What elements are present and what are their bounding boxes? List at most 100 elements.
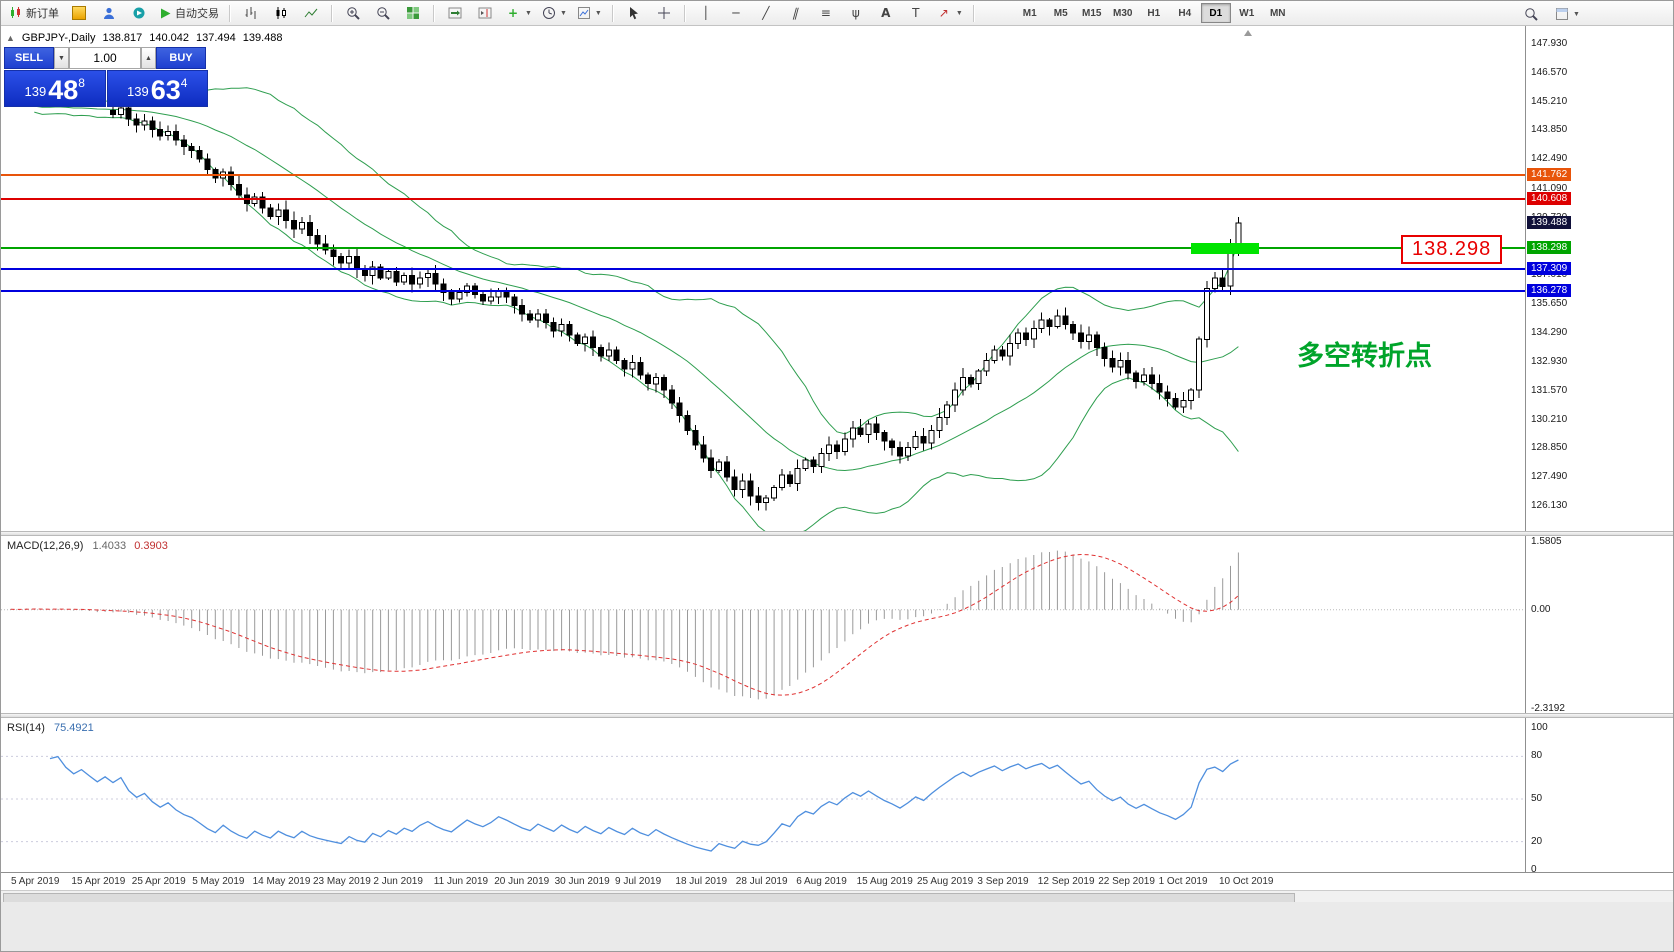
text-label-button[interactable]: T (902, 2, 930, 24)
level-line-137.309[interactable] (1, 268, 1525, 271)
panel-separator[interactable] (1, 531, 1673, 536)
vertical-line-icon: │ (702, 6, 710, 20)
tile-windows-button[interactable] (399, 2, 427, 24)
layouts-button[interactable]: ▼ (1551, 3, 1584, 25)
price-axis-tick: 134.290 (1531, 327, 1568, 339)
timeframe-h1[interactable]: H1 (1147, 7, 1161, 19)
andrews-pitchfork-button[interactable]: ψ (842, 2, 870, 24)
date-axis-label: 22 Sep 2019 (1098, 876, 1155, 887)
arrows-button[interactable]: ↗ ▼ (932, 2, 967, 24)
volume-increase-button[interactable]: ▲ (141, 47, 156, 69)
level-line-141.762[interactable] (1, 173, 1525, 176)
buy-price-display[interactable]: 139 63 4 (106, 70, 208, 107)
price-zone-text-label[interactable]: 138.298 (1401, 235, 1503, 264)
templates-button[interactable]: ▼ (573, 2, 606, 24)
one-click-toggle[interactable]: ▲ (6, 33, 15, 43)
text-icon: A (881, 6, 891, 20)
cursor-button[interactable] (620, 2, 648, 24)
auto-scroll-icon (448, 7, 462, 19)
rsi-axis-tick: 0 (1531, 864, 1537, 875)
chevron-down-icon: ▼ (1573, 10, 1580, 18)
timeframe-w1[interactable]: W1 (1239, 7, 1255, 19)
volume-input[interactable] (69, 47, 141, 69)
timeframe-m30[interactable]: M30 (1113, 7, 1133, 19)
macd-indicator-panel[interactable]: MACD(12,26,9) 1.4033 0.3903 (1, 536, 1525, 713)
level-line-138.298[interactable] (1, 247, 1525, 250)
ohlc-high: 140.042 (149, 32, 190, 44)
chevron-down-icon: ▼ (955, 9, 963, 17)
volume-decrease-button[interactable]: ▼ (54, 47, 69, 69)
zoom-out-button[interactable] (369, 2, 397, 24)
timeframe-d1[interactable]: D1 (1200, 3, 1231, 23)
autotrading-button[interactable]: 自动交易 (155, 2, 223, 24)
toolbar-separator (331, 4, 333, 22)
text-button[interactable]: A (872, 2, 900, 24)
price-scale[interactable]: 147.930 146.570 145.210 143.850 142.490 141.0… (1525, 26, 1673, 875)
horizontal-line-icon: ─ (732, 6, 740, 20)
rsi-chart[interactable] (1, 718, 1525, 872)
candlestick-button[interactable] (267, 2, 295, 24)
autotrading-icon (161, 8, 171, 18)
macd-chart[interactable] (1, 536, 1525, 713)
horizontal-scrollbar[interactable] (1, 890, 1673, 903)
horizontal-line-button[interactable]: ─ (722, 2, 750, 24)
macd-axis-tick: -2.3192 (1531, 703, 1565, 714)
trendline-button[interactable]: ╱ (752, 2, 780, 24)
periods-button[interactable]: ▼ (538, 2, 571, 24)
crosshair-button[interactable] (650, 2, 678, 24)
price-axis-tick: 141.090 (1531, 182, 1568, 194)
auto-scroll-button[interactable] (441, 2, 469, 24)
chart-shift-button[interactable] (471, 2, 499, 24)
rsi-indicator-panel[interactable]: RSI(14) 75.4921 (1, 718, 1525, 872)
panel-separator[interactable] (1, 713, 1673, 718)
support-zone-highlight[interactable] (1191, 242, 1259, 254)
market-watch-button[interactable] (65, 2, 93, 24)
rsi-axis-tick: 80 (1531, 750, 1543, 762)
timeframe-m1[interactable]: M1 (1022, 7, 1037, 19)
level-line-136.278[interactable] (1, 289, 1525, 292)
sell-price-display[interactable]: 139 48 8 (4, 70, 106, 107)
chart-shift-marker[interactable] (1244, 30, 1252, 36)
indicators-button[interactable]: + ▼ (501, 2, 536, 24)
line-chart-button[interactable] (297, 2, 325, 24)
zoom-in-button[interactable] (339, 2, 367, 24)
trendline-icon: ╱ (762, 6, 770, 20)
macd-name: MACD(12,26,9) (7, 540, 84, 552)
search-button[interactable] (1517, 3, 1545, 25)
new-order-button[interactable]: 新订单 (5, 2, 63, 24)
macd-axis-tick: 1.5805 (1531, 536, 1562, 547)
candlestick-chart[interactable] (1, 26, 1525, 531)
main-toolbar: 新订单 自动交易 (1, 1, 1673, 26)
vertical-line-button[interactable]: │ (692, 2, 720, 24)
channel-button[interactable]: ∥ (782, 2, 810, 24)
toolbar-separator (683, 4, 686, 22)
toolbar-separator (433, 4, 435, 22)
rsi-value: 75.4921 (53, 722, 94, 734)
navigator-button[interactable] (95, 2, 123, 24)
refresh-button[interactable] (125, 2, 153, 24)
timeframe-m5[interactable]: M5 (1053, 7, 1068, 19)
templates-icon (577, 7, 590, 19)
toolbar-separator (611, 4, 614, 22)
timeframe-h4[interactable]: H4 (1178, 7, 1192, 19)
bar-chart-button[interactable] (237, 2, 265, 24)
date-axis-label: 25 Aug 2019 (917, 876, 974, 887)
date-axis-label: 12 Sep 2019 (1037, 876, 1095, 887)
date-axis-label: 6 Aug 2019 (796, 876, 847, 887)
price-chart-panel[interactable]: ▲ GBPJPY-,Daily 138.817 140.042 137.494 … (1, 26, 1525, 531)
current-price-badge: 139.488 (1527, 215, 1572, 229)
buy-button[interactable]: BUY (156, 47, 206, 69)
macd-signal-value: 0.3903 (134, 540, 168, 552)
fibonacci-button[interactable]: ≡ (812, 2, 840, 24)
zoom-out-icon (376, 6, 390, 20)
level-line-140.608[interactable] (1, 198, 1525, 201)
timeframe-mn[interactable]: MN (1269, 7, 1286, 19)
sell-button[interactable]: SELL (4, 47, 54, 69)
indicators-icon: + (507, 6, 519, 20)
date-axis[interactable]: 5 Apr 2019 15 Apr 2019 25 Apr 2019 5 May 20… (1, 872, 1673, 890)
timeframe-m15[interactable]: M15 (1082, 7, 1102, 19)
price-axis-tick: 147.930 (1531, 38, 1568, 49)
turning-point-annotation[interactable]: 多空转折点 (1297, 341, 1432, 371)
toolbar-separator (972, 4, 975, 22)
